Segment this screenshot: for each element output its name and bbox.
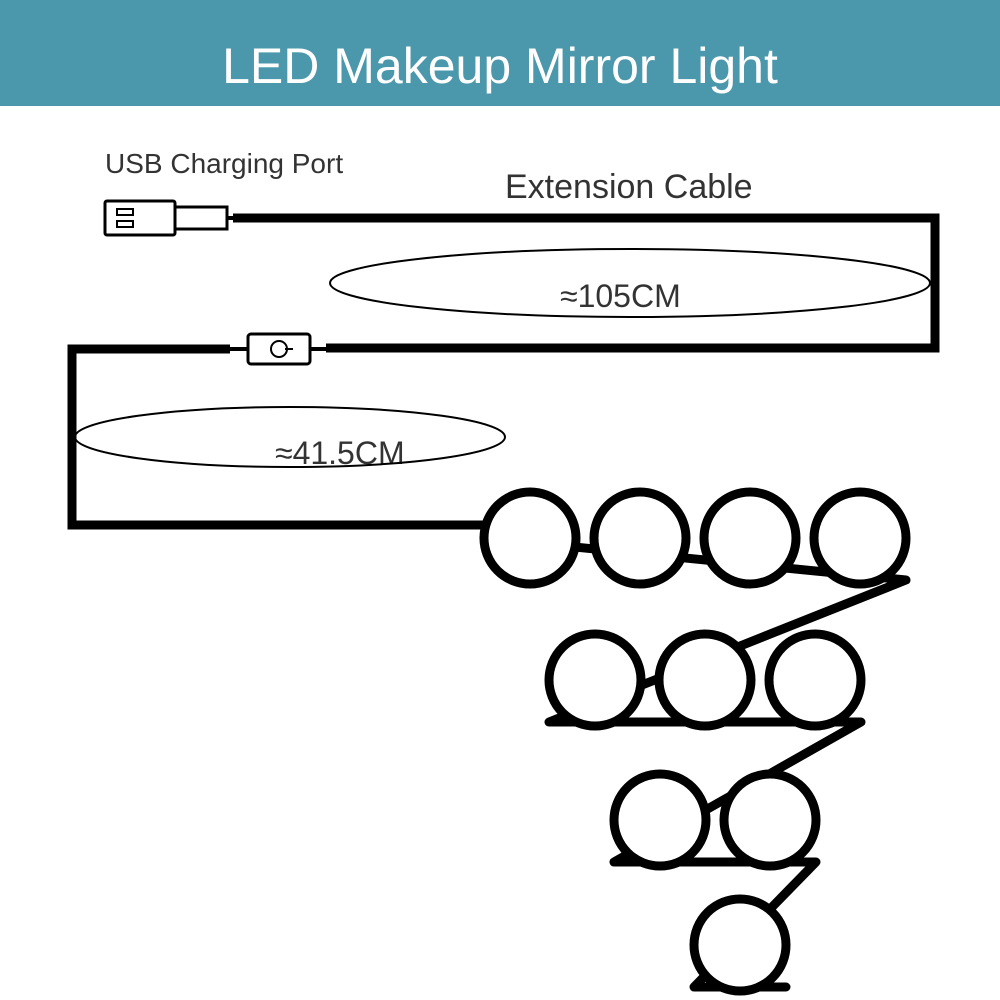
diagram-svg (0, 0, 1000, 1000)
